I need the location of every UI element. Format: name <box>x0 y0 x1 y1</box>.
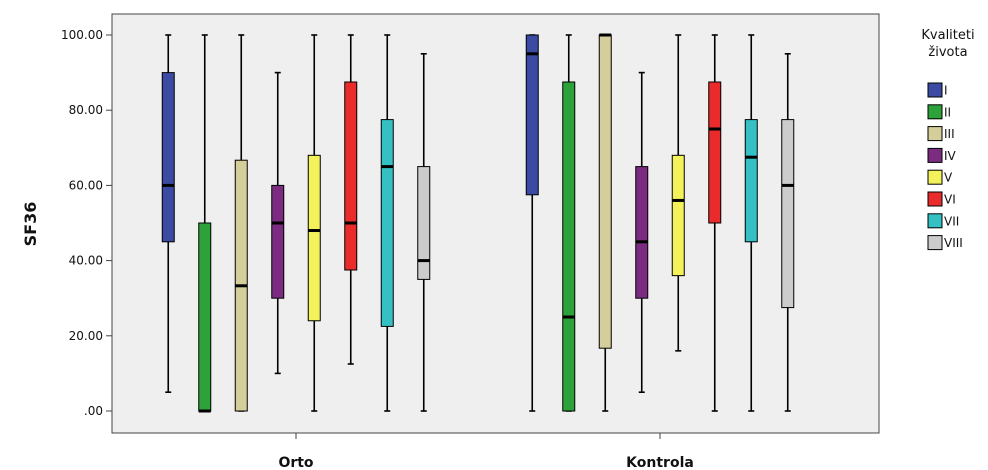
y-tick-label: 60.00 <box>69 178 103 192</box>
legend-label-VIII: VIII <box>944 236 963 250</box>
legend-swatch-VII <box>927 213 943 229</box>
y-tick-label: 20.00 <box>69 329 103 343</box>
box-body <box>708 81 722 224</box>
y-tick-label: 40.00 <box>69 254 103 268</box>
box-VI-Kontrola <box>708 34 722 412</box>
legend-label-VII: VII <box>944 214 959 228</box>
y-tick-label: .00 <box>84 404 103 418</box>
box-body <box>417 166 431 280</box>
box-body <box>781 119 795 309</box>
legend-swatch-II <box>927 104 943 120</box>
box-body <box>271 184 285 299</box>
box-body <box>380 119 394 327</box>
box-body <box>344 81 358 271</box>
x-category-label: Orto <box>278 455 313 470</box>
legend-swatch-VI <box>927 191 943 207</box>
x-axis: Orto Kontrola <box>278 433 694 470</box>
legend-swatch-VIII <box>927 235 943 251</box>
box-body <box>744 119 758 243</box>
y-tick-label: 100.00 <box>61 28 103 42</box>
legend-label-V: V <box>944 171 953 185</box>
box-body <box>562 81 576 412</box>
box-IV-Orto <box>271 71 285 375</box>
box-body <box>198 222 212 412</box>
legend-label-VI: VI <box>944 193 956 207</box>
box-VI-Orto <box>344 34 358 365</box>
box-series-group <box>161 33 795 413</box>
box-IV-Kontrola <box>635 71 649 394</box>
legend-swatch-I <box>927 82 943 98</box>
box-body <box>307 154 321 322</box>
box-III-Kontrola <box>598 33 612 412</box>
legend-title-line-1: Kvaliteti <box>921 28 974 43</box>
box-VII-Orto <box>380 34 394 412</box>
box-body <box>161 72 175 243</box>
y-tick-label: 80.00 <box>69 103 103 117</box>
box-body <box>635 166 649 299</box>
x-category-label: Kontrola <box>626 455 694 470</box>
box-VIII-Kontrola <box>781 52 795 412</box>
box-V-Orto <box>307 34 321 412</box>
y-axis: .00 20.00 40.00 60.00 80.00 100.00 <box>61 28 112 418</box>
box-VIII-Orto <box>417 52 431 412</box>
box-body <box>671 154 685 277</box>
legend-label-III: III <box>944 127 955 141</box>
legend-label-I: I <box>944 84 948 98</box>
box-VII-Kontrola <box>744 34 758 412</box>
box-III-Orto <box>234 34 248 412</box>
box-II-Kontrola <box>562 34 576 412</box>
plot-area <box>111 13 880 434</box>
legend-swatch-V <box>927 169 943 185</box>
box-body <box>598 34 612 349</box>
legend-label-II: II <box>944 105 951 119</box>
box-V-Kontrola <box>671 34 685 352</box>
legend-label-IV: IV <box>944 149 957 163</box>
box-I-Orto <box>161 34 175 394</box>
y-axis-title: SF36 <box>21 202 40 247</box>
legend-swatch-III <box>927 126 943 142</box>
box-II-Orto <box>198 34 212 413</box>
box-body <box>525 34 539 196</box>
legend-title-line-2: života <box>928 45 967 60</box>
box-I-Kontrola <box>525 34 539 412</box>
legend-swatch-IV <box>927 147 943 163</box>
